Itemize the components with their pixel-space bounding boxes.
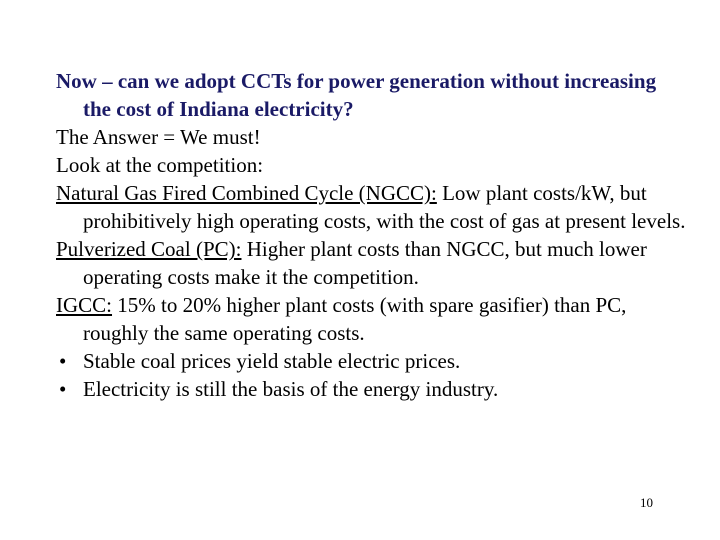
item-igcc-text: 15% to 20% higher plant costs (with spar…: [83, 293, 627, 345]
bullet-item: • Electricity is still the basis of the e…: [56, 375, 686, 403]
slide-heading: Now – can we adopt CCTs for power genera…: [56, 69, 657, 121]
competition-intro: Look at the competition:: [56, 153, 264, 177]
item-pc: Pulverized Coal (PC): Higher plant costs…: [56, 235, 686, 291]
slide-content: Now – can we adopt CCTs for power genera…: [56, 67, 686, 403]
page-number: 10: [640, 495, 653, 510]
item-igcc: IGCC: 15% to 20% higher plant costs (wit…: [56, 291, 686, 347]
item-pc-label: Pulverized Coal (PC):: [56, 237, 242, 261]
bullet-dot-icon: •: [59, 349, 67, 373]
bullet-dot-icon: •: [59, 377, 67, 401]
item-igcc-label: IGCC:: [56, 293, 113, 317]
bullet-text: Electricity is still the basis of the en…: [83, 377, 499, 401]
bullet-item: • Stable coal prices yield stable electri…: [56, 347, 686, 375]
bullet-text: Stable coal prices yield stable electric…: [83, 349, 461, 373]
item-ngcc-label: Natural Gas Fired Combined Cycle (NGCC):: [56, 181, 437, 205]
item-ngcc: Natural Gas Fired Combined Cycle (NGCC):…: [56, 179, 686, 235]
item-pc-text: Higher plant costs than NGCC, but much l…: [83, 237, 647, 289]
item-ngcc-text: Low plant costs/kW, but prohibitively hi…: [83, 181, 686, 233]
answer-line: The Answer = We must!: [56, 125, 261, 149]
